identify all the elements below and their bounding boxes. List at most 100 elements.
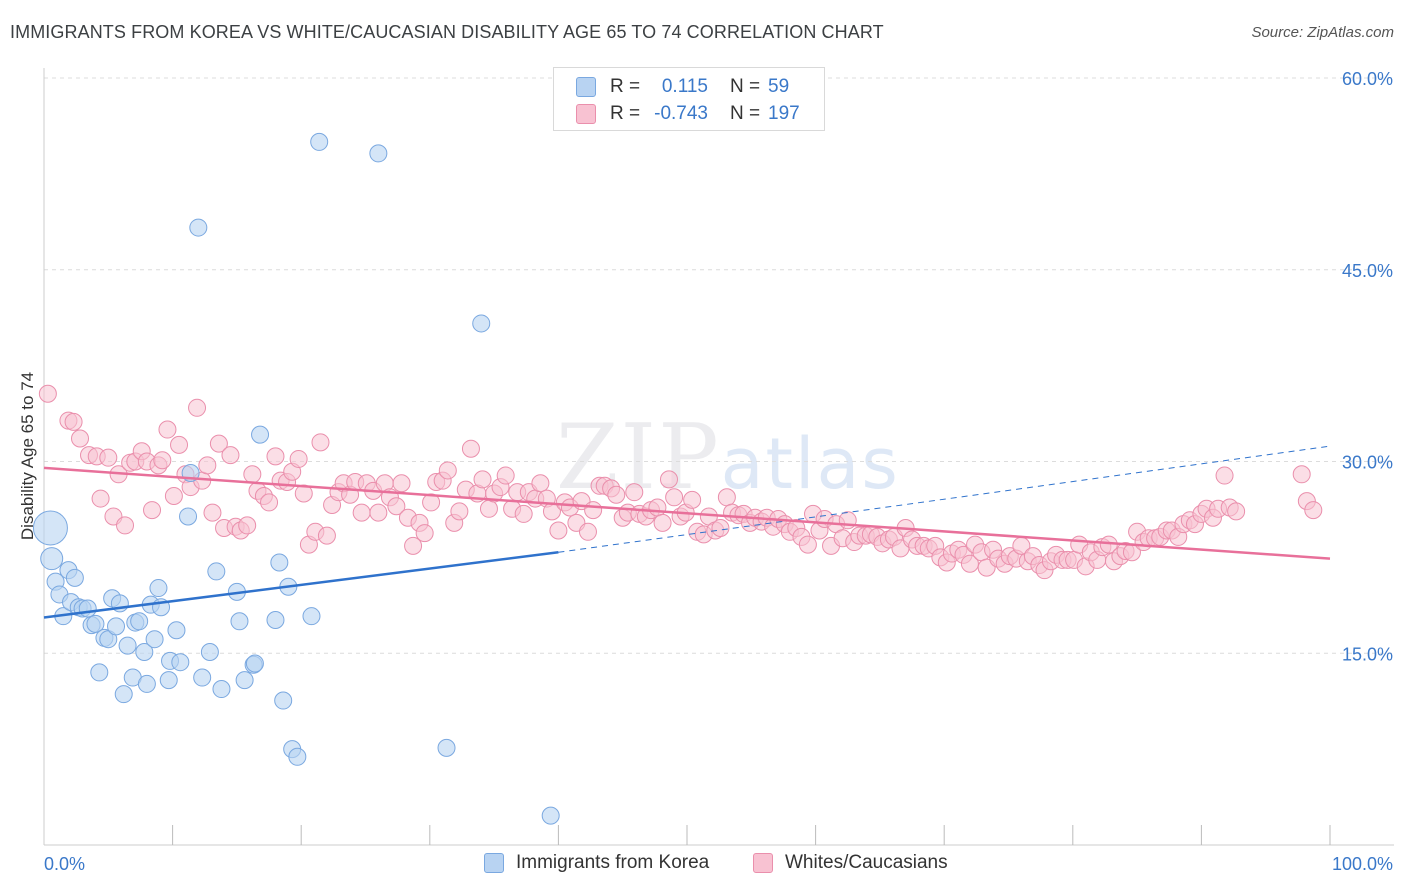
white-point <box>461 439 480 458</box>
white-point <box>294 484 313 503</box>
white-point <box>243 465 262 484</box>
korea-point <box>212 680 231 699</box>
legend-swatch-white <box>576 104 596 124</box>
white-point <box>717 488 736 507</box>
korea-point <box>200 642 219 661</box>
korea-point <box>251 425 270 444</box>
white-point <box>116 516 135 535</box>
korea-point <box>193 668 212 687</box>
legend-swatch-korea <box>576 77 596 97</box>
axis-layer <box>43 68 1394 846</box>
white-point <box>164 487 183 506</box>
white-point <box>99 448 118 467</box>
white-point <box>659 470 678 489</box>
y-tick-label: 30.0% <box>1342 453 1393 473</box>
korea-point <box>32 510 68 546</box>
white-point <box>1292 465 1311 484</box>
korea-point <box>179 507 198 526</box>
korea-point <box>159 671 178 690</box>
korea-point <box>245 654 264 673</box>
series-swatch-white <box>753 853 773 873</box>
korea-point <box>437 738 456 757</box>
white-point <box>625 483 644 502</box>
korea-trend-line <box>43 551 559 619</box>
legend-r-label: R = <box>610 76 641 97</box>
white-point <box>1215 466 1234 485</box>
korea-point <box>149 579 168 598</box>
korea-point <box>266 611 285 630</box>
korea-point <box>114 685 133 704</box>
correlation-legend: R = 0.115 N = 59 R = -0.743 N = 197 <box>553 67 825 131</box>
white-point <box>198 456 217 475</box>
korea-point <box>472 314 491 333</box>
legend-r-value: -0.743 <box>654 103 708 124</box>
white-point <box>648 498 667 517</box>
white-point <box>422 493 441 512</box>
korea-point <box>230 612 249 631</box>
korea-point <box>274 691 293 710</box>
legend-r-value: 0.115 <box>661 76 708 97</box>
white-point <box>438 461 457 480</box>
white-point <box>584 501 603 520</box>
white-point <box>531 474 550 493</box>
white-trend-line <box>43 466 1331 560</box>
korea-point <box>302 607 321 626</box>
white-point <box>352 503 371 522</box>
korea-point <box>107 617 126 636</box>
white-point <box>496 466 515 485</box>
y-axis-label: Disability Age 65 to 74 <box>18 372 37 540</box>
white-point <box>64 412 83 431</box>
chart-source: Source: ZipAtlas.com <box>1251 24 1394 41</box>
white-point <box>38 384 57 403</box>
white-point <box>221 446 240 465</box>
white-point <box>188 398 207 417</box>
white-point <box>607 485 626 504</box>
korea-point <box>65 568 84 587</box>
white-point <box>71 429 90 448</box>
korea-point <box>369 144 388 163</box>
legend-n-value: 59 <box>768 76 790 97</box>
korea-point <box>135 642 154 661</box>
korea-point <box>235 671 254 690</box>
legend-n-value: 197 <box>768 103 800 124</box>
korea-point <box>189 218 208 237</box>
series-label-korea: Immigrants from Korea <box>516 852 710 873</box>
korea-trend-extension <box>558 445 1331 553</box>
legend-row-korea: R = 0.115 N = 59 <box>576 75 808 99</box>
white-point <box>392 474 411 493</box>
white-point <box>549 521 568 540</box>
y-tick-label: 45.0% <box>1342 261 1393 281</box>
x-tick-label: 0.0% <box>44 854 85 874</box>
korea-point <box>541 806 560 825</box>
label-layer: 15.0% 30.0% 45.0% 60.0% 0.0% 100.0% Disability… <box>18 69 1393 874</box>
korea-point <box>137 674 156 693</box>
legend-row-white: R = -0.743 N = 197 <box>576 102 808 126</box>
white-point <box>404 536 423 555</box>
korea-point <box>118 636 137 655</box>
korea-point <box>78 599 97 618</box>
white-point <box>153 451 172 470</box>
white-point <box>960 554 979 573</box>
korea-point <box>207 562 226 581</box>
white-point <box>289 449 308 468</box>
chart-title: IMMIGRANTS FROM KOREA VS WHITE/CAUCASIAN… <box>10 22 884 42</box>
korea-point <box>310 132 329 151</box>
korea-point <box>40 547 64 571</box>
korea-point <box>288 747 307 766</box>
white-point <box>415 524 434 543</box>
white-point <box>317 526 336 545</box>
y-tick-label: 15.0% <box>1342 644 1393 664</box>
white-point <box>514 504 533 523</box>
white-point <box>91 489 110 508</box>
white-point <box>473 470 492 489</box>
grid-layer <box>44 77 1394 654</box>
white-point <box>665 488 684 507</box>
korea-point <box>145 630 164 649</box>
y-tick-label: 60.0% <box>1342 69 1393 89</box>
white-point <box>238 516 257 535</box>
white-point <box>203 503 222 522</box>
series-legend: Immigrants from Korea Whites/Caucasians <box>0 852 1406 878</box>
white-point <box>170 435 189 454</box>
white-point <box>209 434 228 453</box>
